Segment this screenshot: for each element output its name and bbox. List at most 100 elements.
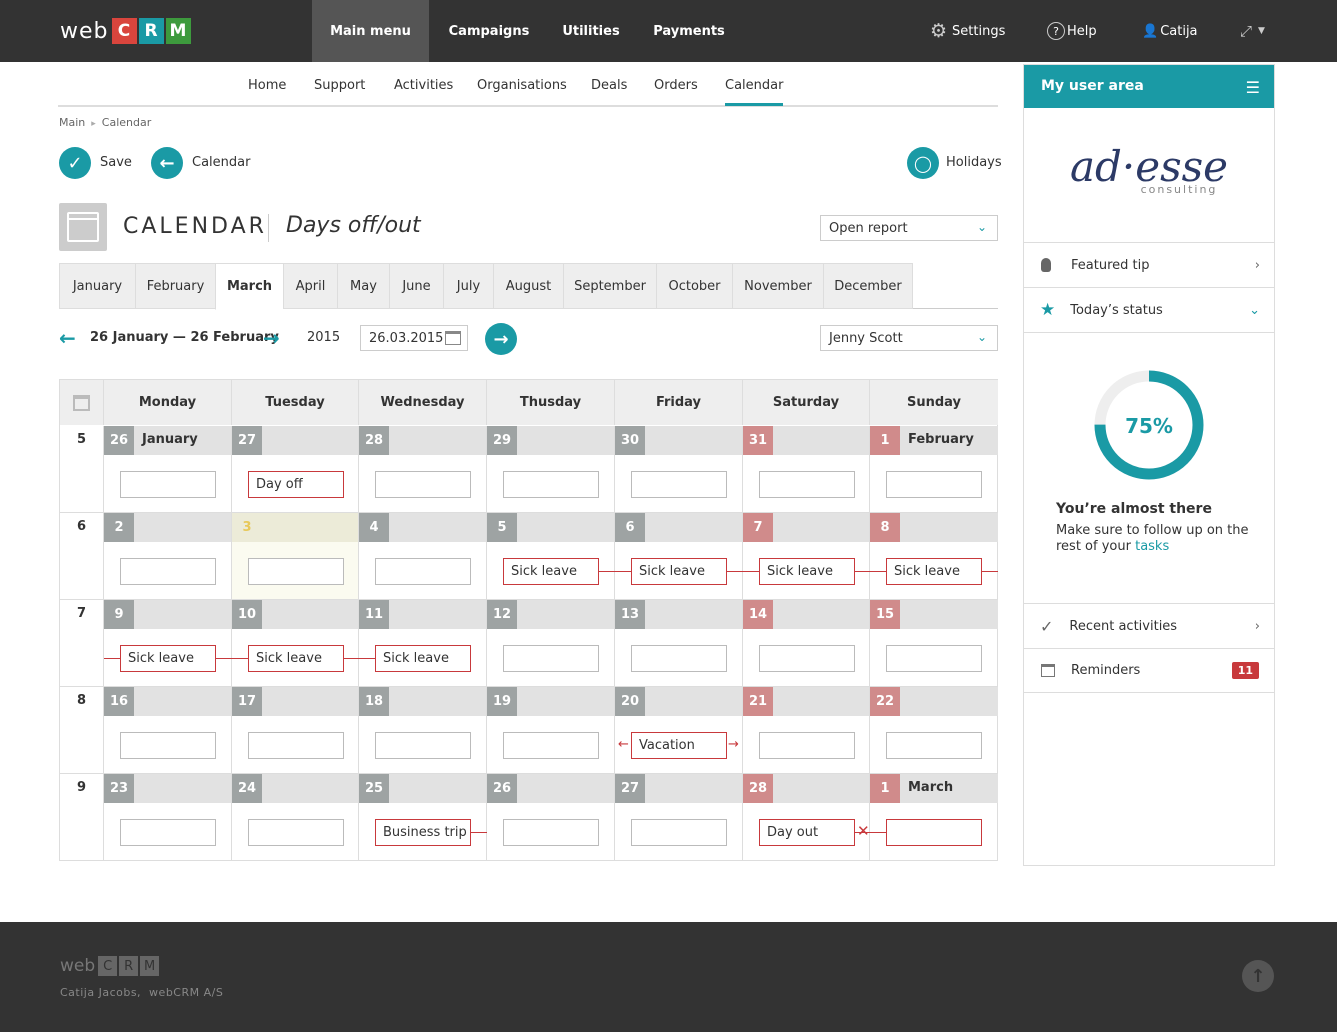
day-entry-input[interactable] <box>503 732 599 759</box>
remove-entry-icon[interactable]: ✕ <box>857 822 870 840</box>
day-cell[interactable]: 24 <box>232 774 359 861</box>
day-entry-input[interactable]: Day off <box>248 471 344 498</box>
tab-january[interactable]: January <box>59 263 135 309</box>
tab-june[interactable]: June <box>389 263 443 309</box>
day-cell[interactable]: 27 <box>615 774 743 861</box>
day-cell[interactable]: 1 February <box>870 426 998 513</box>
tab-december[interactable]: December <box>823 263 913 309</box>
day-cell[interactable]: 6 Sick leave <box>615 513 743 600</box>
day-cell[interactable]: 29 <box>487 426 615 513</box>
subnav-deals[interactable]: Deals <box>591 78 628 93</box>
tab-september[interactable]: September <box>563 263 656 309</box>
day-cell[interactable]: 8 Sick leave <box>870 513 998 600</box>
tab-february[interactable]: February <box>135 263 215 309</box>
nav-payments[interactable]: Payments <box>653 23 725 39</box>
tasks-link[interactable]: tasks <box>1135 539 1170 554</box>
webcrm-logo[interactable]: web C R M <box>60 17 193 45</box>
day-entry-input[interactable] <box>886 471 982 498</box>
scroll-top-button[interactable]: ↑ <box>1242 960 1274 992</box>
day-cell[interactable]: 11 Sick leave <box>359 600 487 687</box>
resize-left-arrow-icon[interactable]: ← <box>618 737 629 752</box>
holidays-label[interactable]: Holidays <box>946 155 1002 170</box>
go-button[interactable]: → <box>485 323 517 355</box>
day-cell[interactable]: 22 <box>870 687 998 774</box>
day-entry-input[interactable]: Day out <box>759 819 855 846</box>
next-range-arrow-icon[interactable]: → <box>263 326 280 350</box>
day-entry-input[interactable]: Sick leave <box>503 558 599 585</box>
day-cell[interactable]: 30 <box>615 426 743 513</box>
day-entry-input[interactable] <box>886 645 982 672</box>
day-cell[interactable]: 1 March <box>870 774 998 861</box>
subnav-organisations[interactable]: Organisations <box>477 78 567 93</box>
day-cell[interactable]: 3 <box>232 513 359 600</box>
day-entry-input[interactable] <box>120 732 216 759</box>
person-select[interactable]: Jenny Scott ⌄ <box>820 325 998 351</box>
calendar-picker-icon[interactable] <box>445 331 461 345</box>
back-calendar-button[interactable]: ← <box>151 147 183 179</box>
day-entry-input[interactable] <box>375 558 471 585</box>
tab-october[interactable]: October <box>656 263 732 309</box>
day-entry-input[interactable] <box>631 645 727 672</box>
day-entry-input[interactable]: Sick leave <box>759 558 855 585</box>
day-cell[interactable]: 25 Business trip <box>359 774 487 861</box>
resize-right-arrow-icon[interactable]: → <box>728 737 739 752</box>
tab-march[interactable]: March <box>215 263 283 310</box>
day-cell[interactable]: 27 Day off <box>232 426 359 513</box>
prev-range-arrow-icon[interactable]: ← <box>59 326 76 350</box>
subnav-calendar[interactable]: Calendar <box>725 78 784 106</box>
day-entry-input[interactable] <box>375 732 471 759</box>
day-entry-input[interactable]: Sick leave <box>631 558 727 585</box>
fullscreen-toggle[interactable]: ⤢ ▼ <box>1240 0 1265 62</box>
day-cell[interactable]: 5 Sick leave <box>487 513 615 600</box>
day-entry-input[interactable]: Business trip <box>375 819 471 846</box>
breadcrumb-main[interactable]: Main <box>59 116 86 129</box>
day-cell[interactable]: 15 <box>870 600 998 687</box>
day-entry-input[interactable] <box>120 819 216 846</box>
day-entry-input[interactable] <box>631 819 727 846</box>
day-entry-input[interactable] <box>631 471 727 498</box>
day-cell[interactable]: 16 <box>104 687 232 774</box>
settings-link[interactable]: ⚙ Settings <box>930 0 1005 62</box>
subnav-orders[interactable]: Orders <box>654 78 698 93</box>
day-cell[interactable]: 28 <box>359 426 487 513</box>
day-entry-input[interactable] <box>886 819 982 846</box>
tab-july[interactable]: July <box>443 263 493 309</box>
day-cell[interactable]: 26 January <box>104 426 232 513</box>
day-entry-input[interactable]: Vacation <box>631 732 727 759</box>
date-input[interactable]: 26.03.2015 <box>360 325 468 351</box>
day-entry-input[interactable] <box>248 732 344 759</box>
day-entry-input[interactable]: Sick leave <box>120 645 216 672</box>
day-cell[interactable]: 31 <box>743 426 870 513</box>
day-entry-input[interactable] <box>120 471 216 498</box>
open-report-select[interactable]: Open report ⌄ <box>820 215 998 241</box>
day-cell[interactable]: 21 <box>743 687 870 774</box>
calendar-back-label[interactable]: Calendar <box>192 155 251 170</box>
help-link[interactable]: ? Help <box>1047 0 1097 62</box>
nav-main-menu[interactable]: Main menu <box>312 0 429 62</box>
reminders-row[interactable]: Reminders 11 <box>1024 648 1274 693</box>
tab-august[interactable]: August <box>493 263 563 309</box>
day-cell[interactable]: 20 Vacation <box>615 687 743 774</box>
day-entry-input[interactable] <box>503 471 599 498</box>
save-label[interactable]: Save <box>100 155 132 170</box>
day-cell[interactable]: 23 <box>104 774 232 861</box>
day-cell[interactable]: 12 <box>487 600 615 687</box>
save-button[interactable]: ✓ <box>59 147 91 179</box>
day-cell[interactable]: 4 <box>359 513 487 600</box>
day-entry-input[interactable]: Sick leave <box>248 645 344 672</box>
tab-november[interactable]: November <box>732 263 823 309</box>
list-icon[interactable]: ☰ <box>1245 78 1260 97</box>
day-entry-input[interactable] <box>759 732 855 759</box>
day-entry-input[interactable] <box>886 732 982 759</box>
featured-tip-row[interactable]: Featured tip › <box>1024 242 1274 287</box>
breadcrumb-calendar[interactable]: Calendar <box>101 116 152 129</box>
recent-activities-row[interactable]: ✓ Recent activities › <box>1024 603 1274 648</box>
day-cell[interactable]: 17 <box>232 687 359 774</box>
nav-campaigns[interactable]: Campaigns <box>448 23 530 39</box>
day-entry-input[interactable] <box>759 471 855 498</box>
tab-april[interactable]: April <box>283 263 337 309</box>
day-cell[interactable]: 7 Sick leave <box>743 513 870 600</box>
day-entry-input[interactable] <box>248 558 344 585</box>
todays-status-row[interactable]: ★ Today’s status ⌄ <box>1024 287 1274 332</box>
day-cell[interactable]: 13 <box>615 600 743 687</box>
